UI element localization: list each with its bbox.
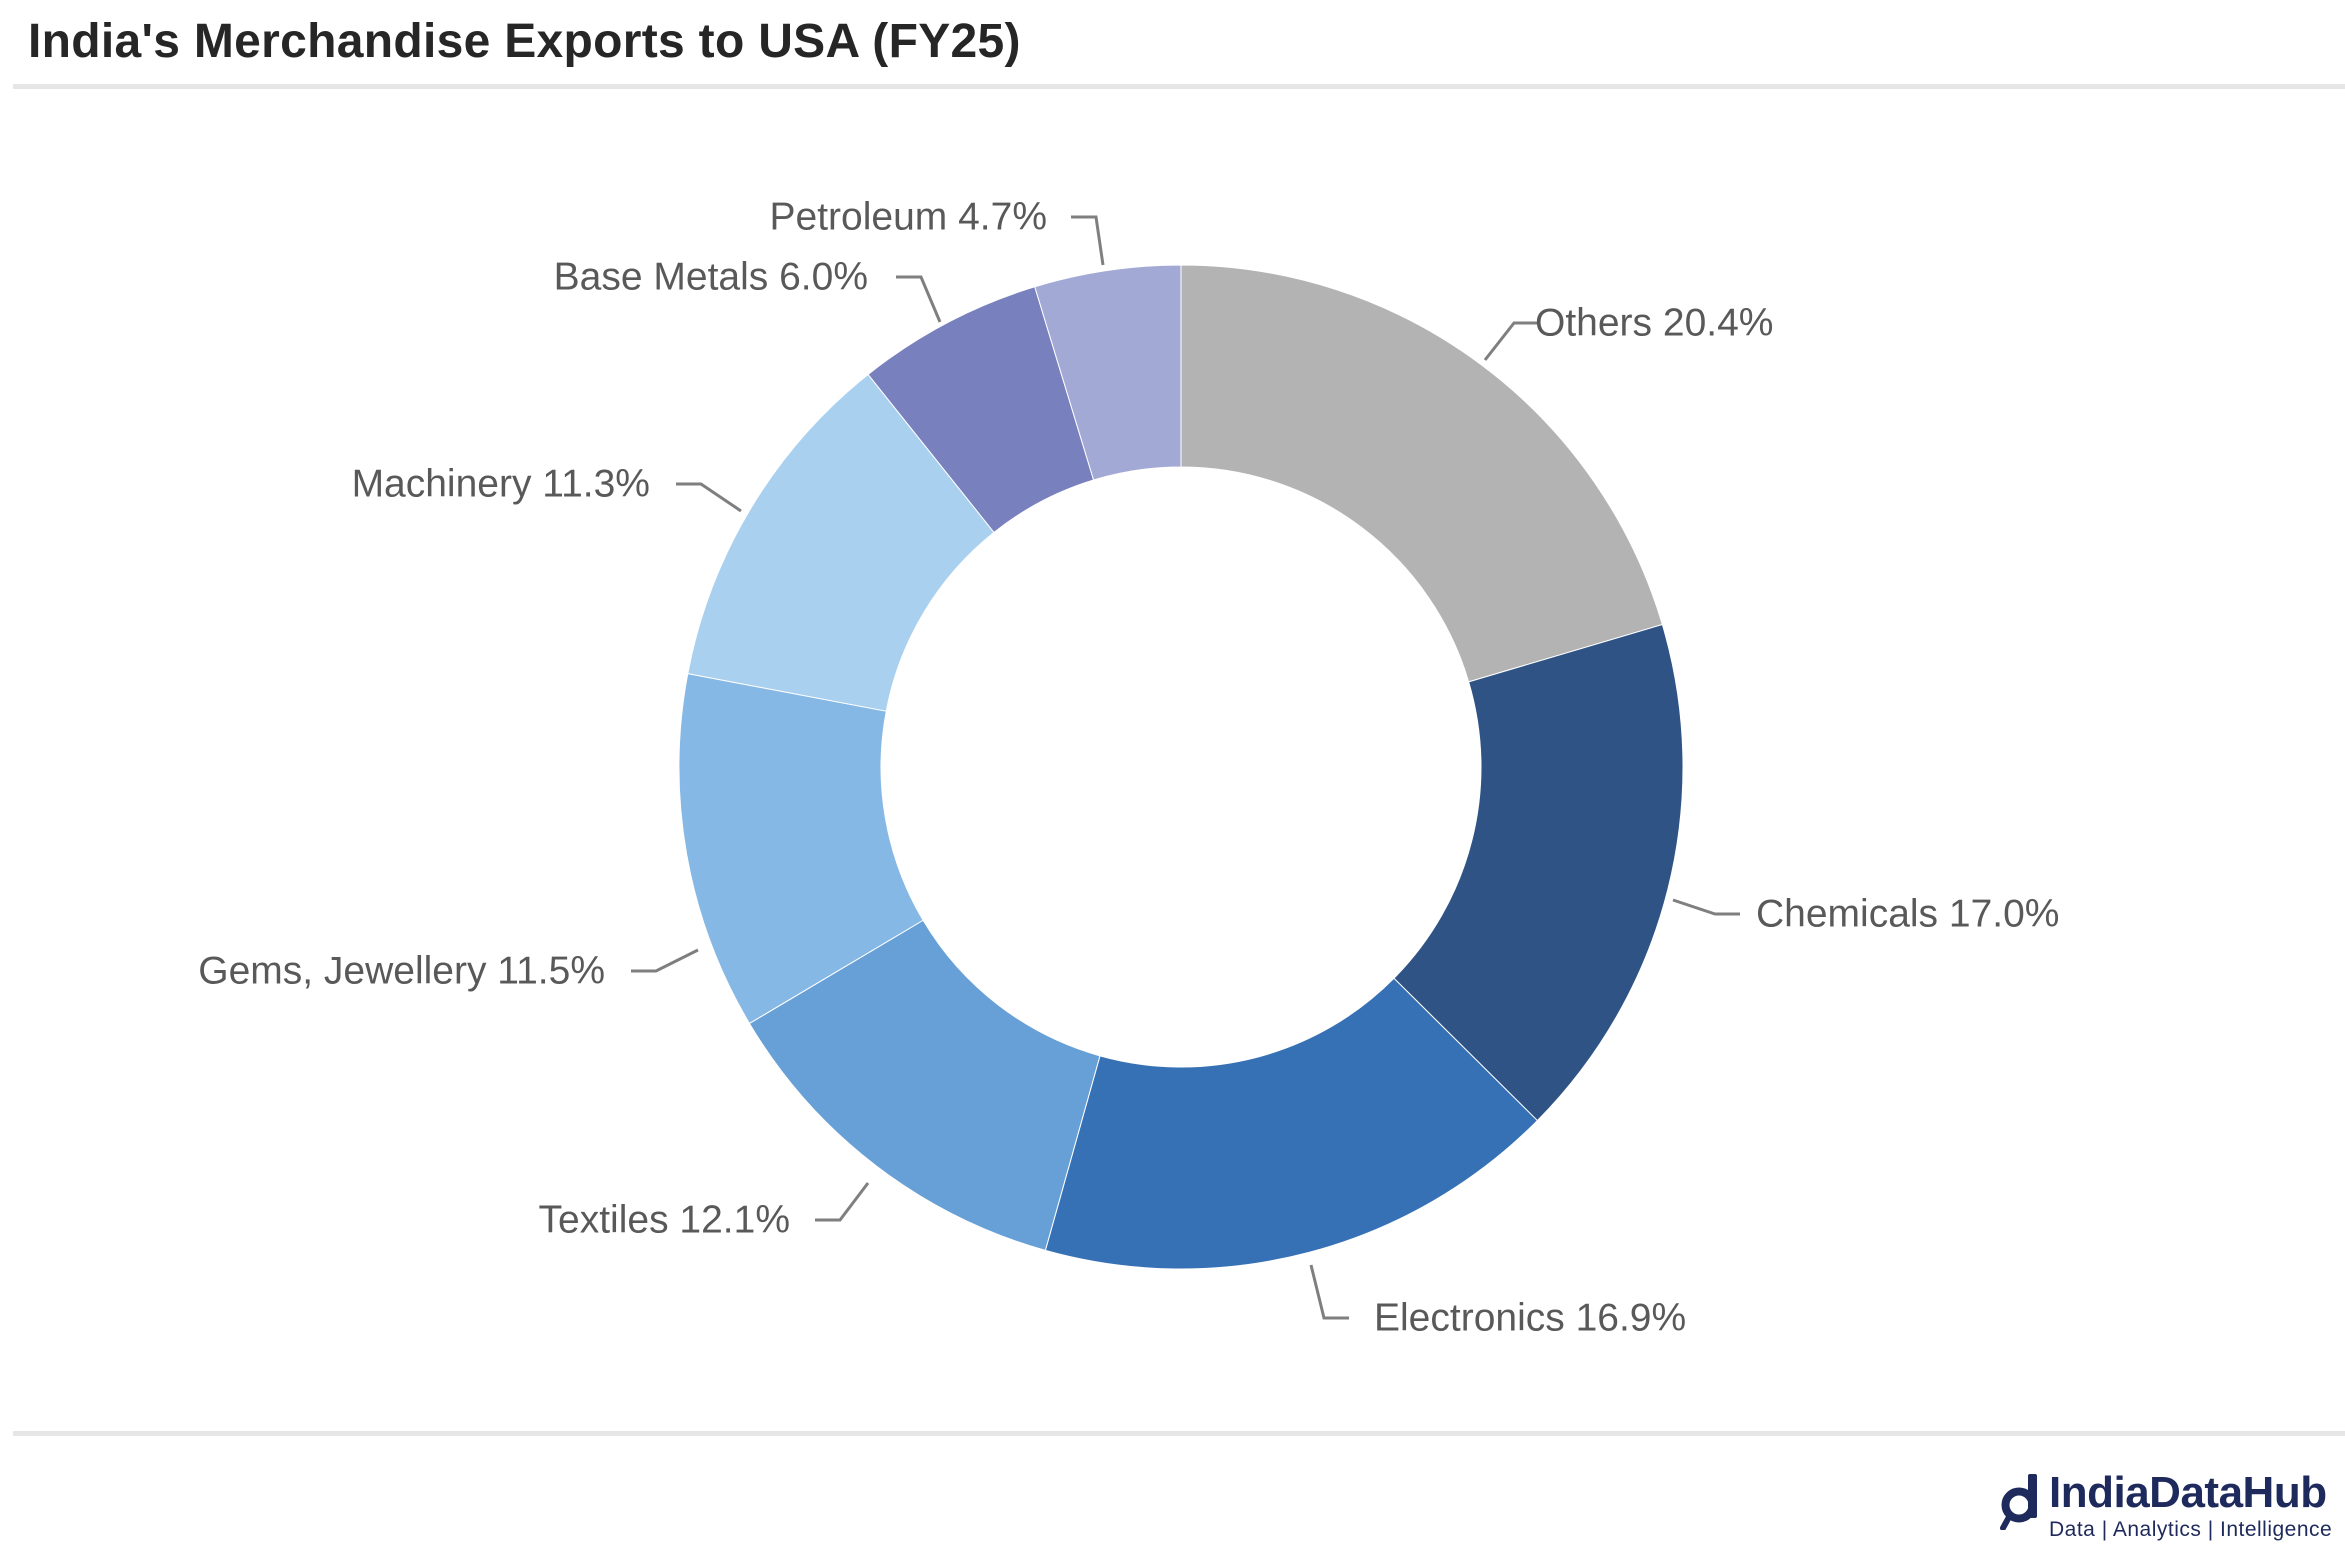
slice-label-electronics: Electronics 16.9% [1374,1297,1686,1340]
donut-slice-chemicals [1393,623,1684,1122]
brand-logo: IndiaDataHub Data | Analytics | Intellig… [1999,1468,2339,1544]
donut-slice-electronics [1044,977,1539,1270]
leader-line-others [1483,321,1539,361]
slice-label-machinery: Machinery 11.3% [352,463,650,506]
slice-label-others: Others 20.4% [1535,302,1773,345]
slice-labels: Others 20.4% Chemicals 17.0% Electronics 1… [198,196,2059,1340]
donut-slice-others [1180,264,1663,683]
leader-line-petroleum [1071,215,1105,266]
leader-line-machinery [676,482,742,513]
donut-slice-petroleum [1034,264,1182,481]
slice-label-textiles: Textiles 12.1% [539,1199,790,1242]
brand-logo-icon [2000,1474,2037,1530]
leader-line-electronics [1309,1264,1349,1320]
leader-lines [631,215,1740,1320]
donut-slice-machinery [687,373,995,712]
donut-slice-textiles [748,919,1101,1251]
chart-title: India's Merchandise Exports to USA (FY25… [28,15,1021,68]
leader-line-base-metals [896,275,942,323]
slice-label-gems-jewellery: Gems, Jewellery 11.5% [198,950,605,993]
title-divider [13,84,2345,89]
donut-slices [678,264,1684,1270]
brand-tagline: Data | Analytics | Intelligence [2049,1518,2333,1541]
slice-label-chemicals: Chemicals 17.0% [1756,893,2059,936]
slice-label-petroleum: Petroleum 4.7% [770,196,1047,239]
slice-label-base-metals: Base Metals 6.0% [554,256,868,299]
leader-line-textiles [815,1182,870,1222]
leader-line-chemicals [1672,898,1740,916]
brand-name: IndiaDataHub [2049,1468,2327,1517]
leader-line-gems-jewellery [631,948,699,973]
footer-divider [13,1431,2345,1436]
